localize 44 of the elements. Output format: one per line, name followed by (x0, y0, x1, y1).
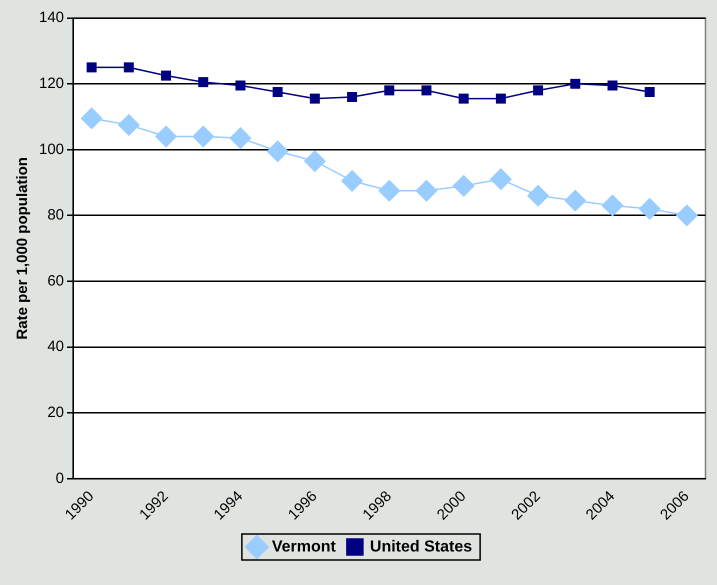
y-axis-title: Rate per 1,000 population (14, 157, 32, 340)
point (421, 85, 432, 96)
point (198, 77, 208, 88)
point (124, 62, 134, 72)
y-tick-label: 0 (56, 470, 64, 487)
y-tick-label: 140 (38, 9, 64, 26)
point (378, 180, 400, 202)
point (490, 168, 512, 190)
point (272, 87, 283, 98)
point (452, 175, 474, 197)
point (161, 70, 172, 81)
point (496, 94, 506, 104)
point (533, 85, 544, 96)
point (235, 80, 246, 90)
point (192, 126, 214, 148)
y-tick-label: 120 (38, 74, 64, 92)
legend-label: United States (370, 538, 472, 556)
point (304, 150, 326, 172)
point (310, 94, 320, 104)
y-tick-label: 40 (47, 338, 64, 356)
point (416, 180, 438, 202)
point (602, 194, 624, 216)
y-tick-label: 80 (47, 206, 64, 224)
point (527, 184, 549, 206)
y-tick-label: 20 (47, 404, 64, 422)
point (458, 94, 469, 104)
point (644, 87, 655, 98)
point (230, 127, 252, 149)
legend-label: Vermont (272, 538, 337, 556)
point (384, 85, 394, 96)
point (638, 198, 660, 220)
point (155, 126, 177, 148)
point (80, 108, 102, 130)
point (86, 62, 97, 72)
point (564, 190, 586, 212)
point (266, 140, 288, 162)
point (676, 204, 698, 226)
point (607, 80, 618, 90)
y-tick-label: 100 (38, 140, 64, 158)
point (347, 92, 358, 102)
point (341, 170, 363, 192)
y-tick-label: 60 (47, 272, 64, 290)
point (570, 78, 580, 89)
point (118, 114, 140, 136)
